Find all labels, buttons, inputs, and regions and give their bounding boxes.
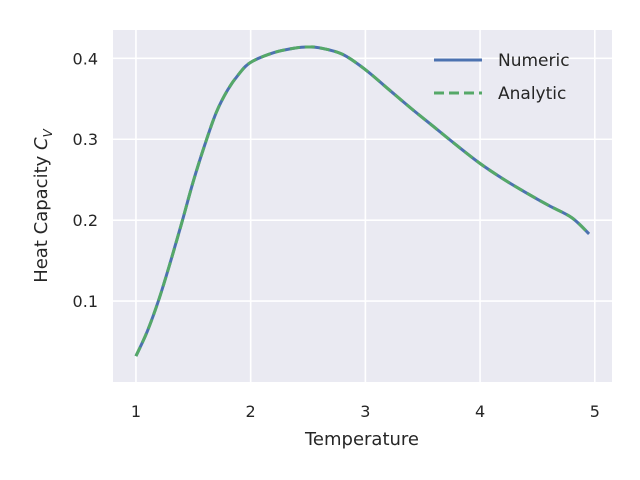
y-tick-labels: 0.1 0.2 0.3 0.4 bbox=[73, 49, 98, 311]
y-axis-label-main: Heat Capacity bbox=[31, 150, 52, 283]
x-tick-label: 5 bbox=[590, 402, 600, 421]
legend: Numeric Analytic bbox=[434, 51, 570, 104]
series-layer bbox=[134, 45, 591, 357]
y-axis-label: Heat Capacity CV bbox=[31, 128, 55, 282]
legend-numeric-label: Numeric bbox=[498, 51, 570, 71]
y-tick-label: 0.2 bbox=[73, 211, 98, 230]
series-line-analytic bbox=[134, 45, 591, 357]
y-tick-label: 0.3 bbox=[73, 130, 98, 149]
x-tick-labels: 1 2 3 4 5 bbox=[131, 402, 600, 421]
x-tick-label: 1 bbox=[131, 402, 141, 421]
y-axis-label-symbol: C bbox=[31, 137, 52, 150]
x-tick-label: 2 bbox=[246, 402, 256, 421]
grid-lines bbox=[113, 30, 612, 382]
y-tick-label: 0.4 bbox=[73, 49, 98, 68]
y-axis-label-subscript: V bbox=[41, 128, 55, 137]
x-axis-label: Temperature bbox=[304, 429, 419, 450]
legend-analytic-label: Analytic bbox=[498, 84, 566, 104]
x-tick-label: 4 bbox=[475, 402, 485, 421]
y-tick-label: 0.1 bbox=[73, 292, 98, 311]
x-tick-label: 3 bbox=[360, 402, 370, 421]
plot-area bbox=[113, 30, 612, 382]
